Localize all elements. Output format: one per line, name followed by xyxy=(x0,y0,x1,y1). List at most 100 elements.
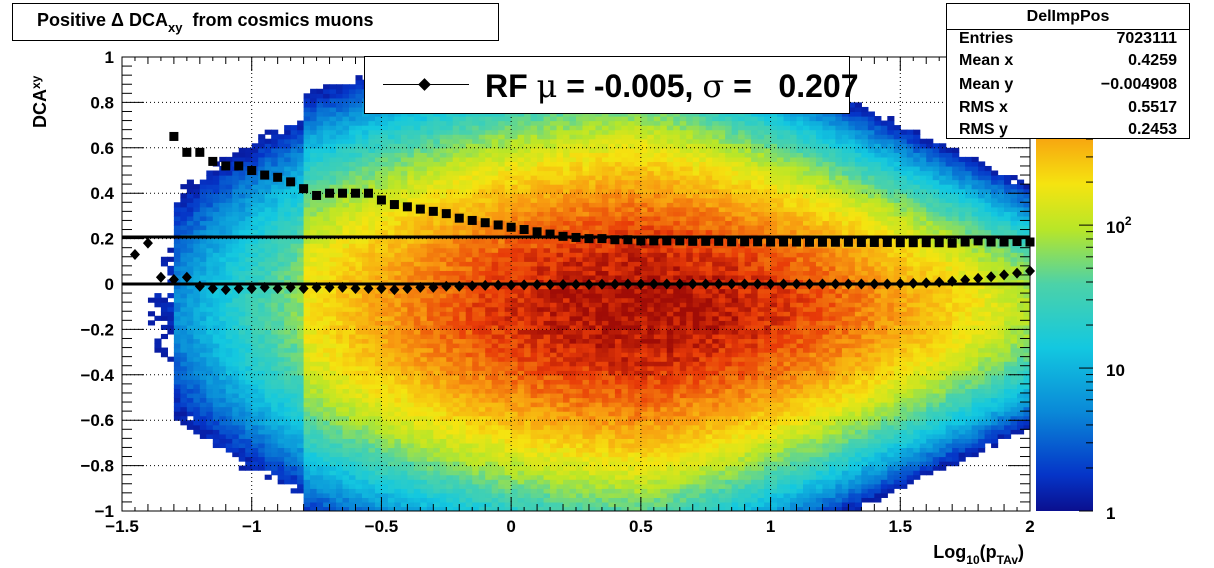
heatmap-cell xyxy=(459,261,467,267)
heatmap-cell xyxy=(361,125,370,131)
heatmap-cell xyxy=(446,293,454,299)
heatmap-cell xyxy=(426,288,434,294)
heatmap-cell xyxy=(284,247,292,253)
heatmap-cell xyxy=(290,261,298,267)
heatmap-cell xyxy=(433,392,441,399)
heatmap-cell xyxy=(232,193,240,199)
heatmap-cell xyxy=(472,306,480,312)
heatmap-cell xyxy=(297,324,305,330)
heatmap-cell xyxy=(238,215,246,222)
heatmap-cell xyxy=(342,238,350,244)
heatmap-cell xyxy=(420,220,428,226)
heatmap-cell xyxy=(478,347,486,353)
heatmap-cell xyxy=(251,274,259,281)
heatmap-cell xyxy=(199,211,207,217)
heatmap-cell xyxy=(342,102,350,108)
heatmap-cell xyxy=(413,111,421,117)
heatmap-cell xyxy=(297,424,305,430)
heatmap-cell xyxy=(413,438,421,444)
heatmap-cell xyxy=(219,156,227,163)
heatmap-cell xyxy=(290,311,298,317)
heatmap-cell xyxy=(271,324,279,330)
heatmap-cell xyxy=(530,147,538,153)
heatmap-cell xyxy=(232,420,240,426)
heatmap-cell xyxy=(472,193,480,199)
heatmap-cell xyxy=(400,170,408,176)
heatmap-cell xyxy=(271,411,279,417)
heatmap-cell xyxy=(323,324,331,330)
heatmap-cell xyxy=(232,415,240,421)
heatmap-cell xyxy=(504,152,512,158)
heatmap-cell xyxy=(271,388,279,394)
heatmap-cell xyxy=(290,247,298,253)
heatmap-cell xyxy=(199,188,207,194)
heatmap-cell xyxy=(219,442,227,449)
heatmap-cell xyxy=(420,329,428,335)
heatmap-cell xyxy=(504,397,512,403)
heatmap-cell xyxy=(524,165,532,172)
heatmap-cell xyxy=(245,229,253,235)
heatmap-cell xyxy=(264,165,272,172)
heatmap-cell xyxy=(491,147,499,153)
heatmap-cell xyxy=(478,379,486,385)
heatmap-cell xyxy=(329,134,337,140)
heatmap-cell xyxy=(310,343,318,349)
heatmap-cell xyxy=(517,143,525,149)
heatmap-cell xyxy=(361,138,370,144)
heatmap-cell xyxy=(251,179,259,185)
heatmap-cell xyxy=(361,488,370,494)
heatmap-cell xyxy=(504,215,512,222)
heatmap-cell xyxy=(199,433,207,439)
heatmap-cell xyxy=(355,338,363,344)
heatmap-cell xyxy=(537,125,545,131)
heatmap-cell xyxy=(245,224,253,231)
heatmap-cell xyxy=(439,161,447,167)
heatmap-cell xyxy=(485,451,493,458)
heatmap-cell xyxy=(316,120,324,126)
heatmap-cell xyxy=(524,175,532,181)
heatmap-cell xyxy=(420,302,428,308)
heatmap-cell xyxy=(245,265,253,271)
heatmap-cell xyxy=(206,347,214,353)
heatmap-cell xyxy=(180,374,188,380)
heatmap-cell xyxy=(323,447,331,453)
heatmap-cell xyxy=(219,383,227,390)
heatmap-cell xyxy=(452,374,460,380)
heatmap-cell xyxy=(517,120,525,126)
heatmap-cell xyxy=(381,243,389,249)
heatmap-cell xyxy=(180,392,188,399)
heatmap-cell xyxy=(284,170,292,176)
heatmap-cell xyxy=(310,120,318,126)
heatmap-cell xyxy=(452,170,460,176)
heatmap-cell xyxy=(206,247,214,253)
heatmap-cell xyxy=(524,161,532,167)
heatmap-cell xyxy=(446,370,454,376)
heatmap-cell xyxy=(245,156,253,163)
heatmap-cell xyxy=(361,442,370,449)
heatmap-cell xyxy=(413,429,421,435)
heatmap-cell xyxy=(277,306,285,312)
heatmap-cell xyxy=(452,261,460,267)
heatmap-cell xyxy=(504,470,512,476)
heatmap-cell xyxy=(303,447,311,453)
heatmap-cell xyxy=(452,392,460,399)
heatmap-cell xyxy=(284,447,292,453)
heatmap-cell xyxy=(212,415,220,421)
heatmap-cell xyxy=(212,433,220,439)
heatmap-cell xyxy=(329,433,337,439)
heatmap-cell xyxy=(517,265,525,271)
heatmap-cell xyxy=(193,411,201,417)
heatmap-cell xyxy=(459,415,467,421)
heatmap-cell xyxy=(439,370,447,376)
heatmap-cell xyxy=(355,447,363,453)
heatmap-cell xyxy=(206,224,214,231)
heatmap-cell xyxy=(413,402,421,408)
heatmap-cell xyxy=(258,415,266,421)
heatmap-cell xyxy=(199,383,207,390)
heatmap-cell xyxy=(336,479,344,485)
heatmap-cell xyxy=(524,315,532,321)
heatmap-cell xyxy=(323,161,331,167)
heatmap-cell xyxy=(277,134,285,140)
heatmap-cell xyxy=(238,284,246,290)
heatmap-cell xyxy=(264,383,272,390)
